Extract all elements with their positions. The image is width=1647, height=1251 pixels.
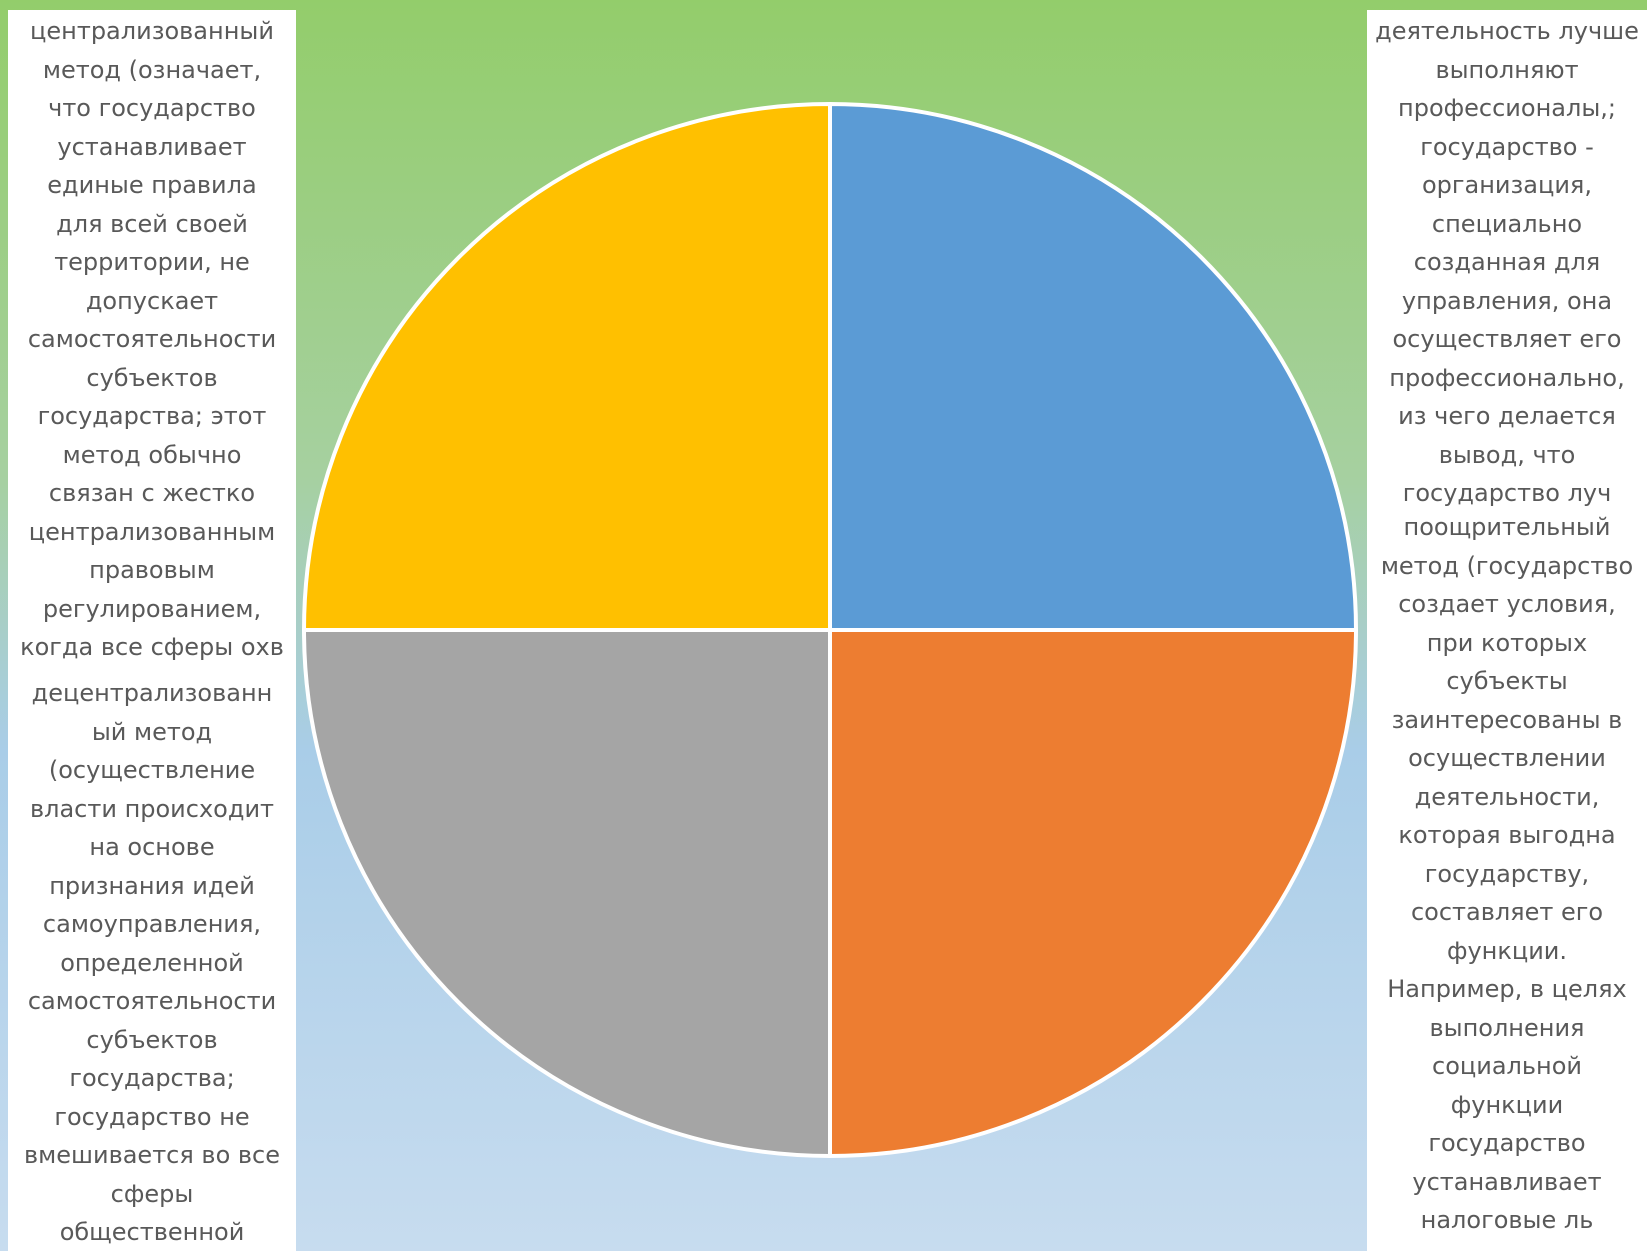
textbox-line: выполнения [1429,1013,1585,1042]
pie-slice-top-left [302,102,832,632]
textbox-line: государство - [1420,132,1594,161]
textbox-line: регулированием, [42,594,262,623]
textbox-line: для всей своей [56,209,248,238]
textbox-line: функции. [1446,936,1568,965]
textbox-line: власти происходит [29,794,275,823]
textbox-line: когда все сферы охв [20,633,284,661]
textbox-line: правовым [89,556,215,584]
textbox-line: при которых [1426,628,1588,657]
textbox-line: (осуществление [48,756,256,784]
textbox-line: выполняют [1435,55,1579,84]
textbox-line: признания идей [49,871,255,900]
textbox-line: субъекты [1446,667,1568,695]
textbox-line: метод (государство [1380,551,1634,580]
textbox-professional-management: деятельность лучше выполняют профессионалы… [1367,10,1647,506]
textbox-line: устанавливает [1412,1167,1602,1196]
pie-chart [302,102,1358,1158]
textbox-line: самоуправления, [42,910,262,938]
textbox-line: субъектов [86,1025,218,1054]
textbox-line: создает условия, [1398,590,1616,618]
textbox-line: государство луч [1402,479,1612,506]
textbox-line: единые правила [47,171,257,199]
textbox-line: централизованный [30,17,274,45]
textbox-line: централизованным [28,517,276,546]
textbox-decentralized-method: децентрализованн ый метод (осуществление вл… [8,672,296,1251]
textbox-line: общественной [59,1218,245,1246]
textbox-line: организация, [1422,171,1592,199]
textbox-line: деятельность лучше [1375,17,1639,45]
textbox-line: допускает [85,286,219,315]
textbox-line: социальной [1432,1052,1582,1080]
textbox-line: самостоятельности [27,325,277,353]
textbox-line: государства; этот [37,402,267,430]
textbox-line: государства; [69,1064,235,1092]
textbox-line: составляет его [1410,898,1604,926]
textbox-line: функции [1450,1090,1564,1119]
textbox-line: ый метод [91,717,213,746]
textbox-line: метод обычно [62,440,242,469]
textbox-line: определенной [60,948,244,977]
textbox-line: профессионалы,; [1398,94,1616,122]
textbox-line: которая выгодна [1398,821,1616,849]
textbox-line: Например, в целях [1387,975,1627,1003]
textbox-line: территории, не [54,248,250,276]
textbox-line: заинтересованы в [1391,705,1623,734]
textbox-line: что государство [48,94,256,122]
textbox-centralized-method: централизованный метод (означает, что госу… [8,10,296,679]
pie-slice-top-right [828,102,1358,632]
textbox-line: поощрительный [1403,513,1611,541]
textbox-line: децентрализованн [31,679,273,707]
textbox-line: устанавливает [57,132,247,161]
textbox-line: деятельности, [1414,782,1600,811]
textbox-line: осуществлении [1408,744,1606,772]
textbox-line: связан с жестко [48,479,256,507]
textbox-incentive-method: поощрительный метод (государство создает у… [1367,506,1647,1251]
textbox-line: специально [1431,209,1583,238]
textbox-line: государству, [1424,859,1590,888]
textbox-line: из чего делается [1398,402,1616,430]
textbox-line: самостоятельности [27,987,277,1015]
textbox-line: метод (означает, [42,55,262,84]
textbox-line: на основе [89,833,215,861]
pie-slice-bottom-left [302,628,832,1158]
textbox-line: созданная для [1413,248,1601,276]
textbox-line: субъектов [86,363,218,392]
pie-slice-bottom-right [828,628,1358,1158]
textbox-line: государство не [54,1102,250,1131]
textbox-line: сферы [110,1179,194,1208]
textbox-line: вывод, что [1438,440,1576,469]
textbox-line: налоговые ль [1420,1206,1594,1234]
textbox-line: осуществляет его [1392,325,1622,353]
textbox-line: вмешивается во все [24,1141,280,1169]
textbox-line: управления, она [1401,286,1613,315]
textbox-line: государство [1428,1129,1586,1157]
textbox-line: профессионально, [1389,363,1625,392]
